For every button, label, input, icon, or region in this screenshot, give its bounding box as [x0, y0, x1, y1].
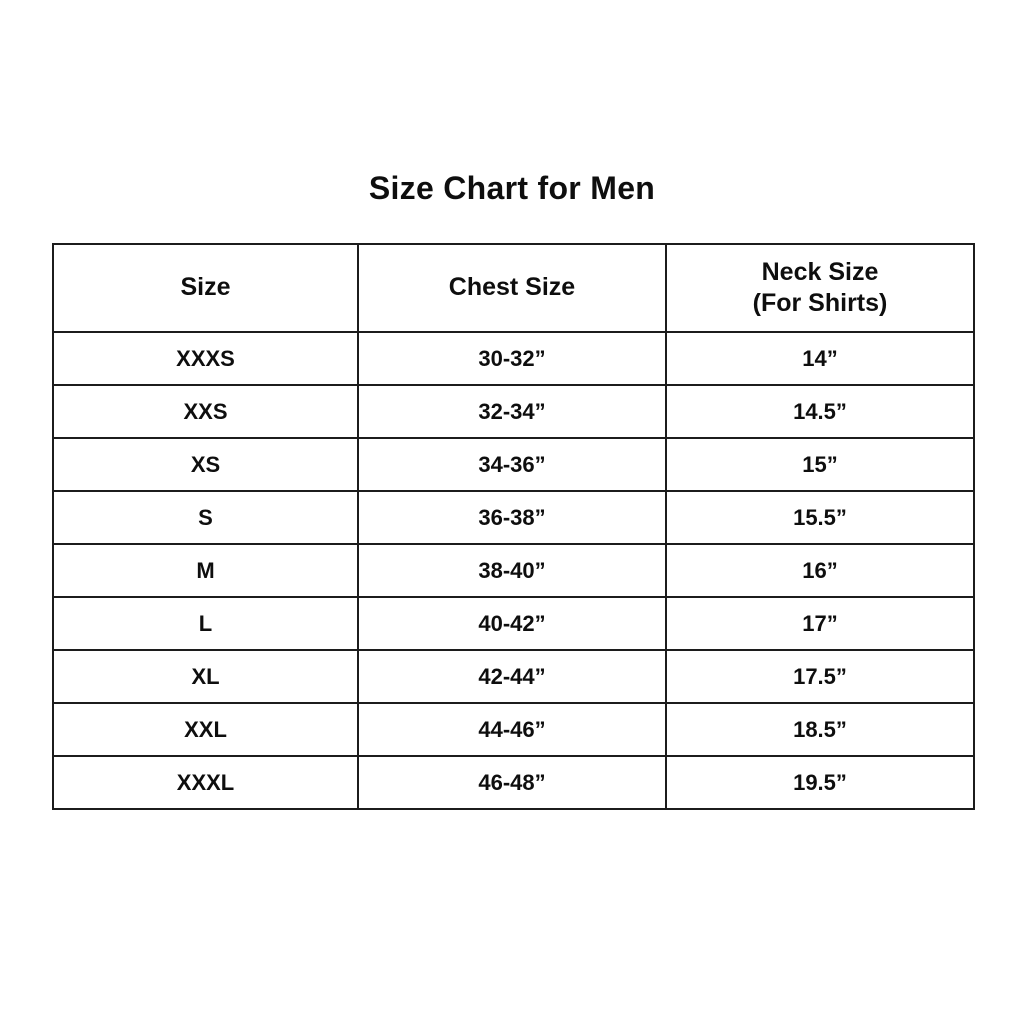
cell-chest-size: 34-36”	[357, 437, 667, 492]
cell-neck-size: 14”	[665, 331, 975, 386]
table-row-l: L 40-42” 17”	[52, 596, 975, 651]
cell-neck-size: 15.5”	[665, 490, 975, 545]
cell-chest-size: 44-46”	[357, 702, 667, 757]
header-row: Size Chest Size Neck Size (For Shirts)	[52, 243, 975, 333]
cell-neck-size: 19.5”	[665, 755, 975, 810]
cell-neck-size: 16”	[665, 543, 975, 598]
cell-neck-size: 14.5”	[665, 384, 975, 439]
cell-chest-size: 32-34”	[357, 384, 667, 439]
table-row-xxl: XXL 44-46” 18.5”	[52, 702, 975, 757]
cell-size: XS	[52, 437, 359, 492]
cell-size: XXXL	[52, 755, 359, 810]
column-header-chest-size: Chest Size	[357, 243, 667, 333]
cell-chest-size: 42-44”	[357, 649, 667, 704]
table-row-xs: XS 34-36” 15”	[52, 437, 975, 492]
cell-chest-size: 30-32”	[357, 331, 667, 386]
table-row-xl: XL 42-44” 17.5”	[52, 649, 975, 704]
cell-size: XXL	[52, 702, 359, 757]
cell-size: XL	[52, 649, 359, 704]
cell-neck-size: 15”	[665, 437, 975, 492]
cell-neck-size: 17.5”	[665, 649, 975, 704]
size-chart-table: Size Chest Size Neck Size (For Shirts) X…	[52, 243, 975, 810]
column-header-neck-size-label: Neck Size	[761, 257, 879, 286]
column-header-size-label: Size	[180, 273, 231, 302]
table-row-xxxl: XXXL 46-48” 19.5”	[52, 755, 975, 810]
cell-neck-size: 18.5”	[665, 702, 975, 757]
column-header-chest-size-label: Chest Size	[448, 273, 576, 302]
table-row-m: M 38-40” 16”	[52, 543, 975, 598]
table-row-s: S 36-38” 15.5”	[52, 490, 975, 545]
column-header-neck-size: Neck Size (For Shirts)	[665, 243, 975, 333]
cell-size: XXS	[52, 384, 359, 439]
cell-chest-size: 38-40”	[357, 543, 667, 598]
cell-chest-size: 46-48”	[357, 755, 667, 810]
cell-neck-size: 17”	[665, 596, 975, 651]
cell-size: L	[52, 596, 359, 651]
column-header-neck-size-sublabel: (For Shirts)	[752, 289, 888, 317]
cell-chest-size: 40-42”	[357, 596, 667, 651]
page-title: Size Chart for Men	[368, 170, 656, 206]
cell-chest-size: 36-38”	[357, 490, 667, 545]
cell-size: XXXS	[52, 331, 359, 386]
table-row-xxs: XXS 32-34” 14.5”	[52, 384, 975, 439]
cell-size: M	[52, 543, 359, 598]
table-row-xxxs: XXXS 30-32” 14”	[52, 331, 975, 386]
cell-size: S	[52, 490, 359, 545]
column-header-size: Size	[52, 243, 359, 333]
